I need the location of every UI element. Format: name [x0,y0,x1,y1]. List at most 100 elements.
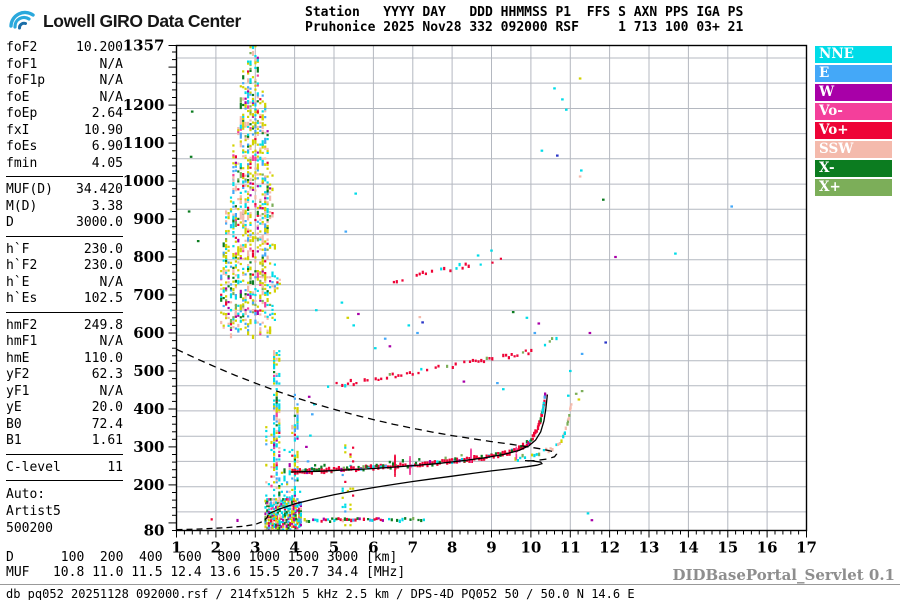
svg-text:12: 12 [599,539,620,557]
param-value: 3000.0 [76,215,123,230]
muf-table-muf-row: MUF 10.8 11.0 11.5 12.4 13.6 15.5 20.7 3… [6,564,406,580]
param-label: foEs [6,139,38,154]
param-row-hmF1: hmF1 N/A [6,334,123,351]
param-value: 10.200 [76,40,123,55]
param-row-B1: B1 1.61 [6,433,123,450]
param-auto-line: Auto: [6,487,46,502]
axis-ticks [168,45,807,538]
svg-text:4: 4 [289,539,299,557]
param-divider [6,311,123,313]
svg-text:7: 7 [408,539,418,557]
legend-item-Vo+: Vo+ [815,122,892,139]
grid [176,45,807,531]
param-value: 110.0 [83,350,123,366]
svg-text:11: 11 [560,539,581,557]
param-label: fmin [6,155,38,171]
param-label: C-level [6,459,61,475]
svg-text:8: 8 [447,539,457,557]
param-label: h`F [6,241,30,257]
param-label: B0 [6,416,22,432]
param-value: 20.0 [91,400,123,415]
svg-text:800: 800 [133,248,164,266]
param-value: N/A [99,89,123,105]
param-divider [6,453,123,455]
param-row-C-level: C-level 11 [6,460,123,477]
param-auto-line: Artist5 [6,504,61,519]
param-label: hmF1 [6,334,38,349]
param-label: foE [6,89,30,105]
legend-item-E: E [815,65,892,82]
param-value: 102.5 [83,291,123,306]
param-value: 230.0 [83,258,123,273]
param-value: 10.90 [83,122,123,138]
param-label: fxI [6,122,30,138]
profile-bottom-dashed [176,513,270,531]
muf3000-transmission-curve [176,348,558,462]
svg-text:500: 500 [133,362,164,380]
param-label: yF1 [6,383,30,399]
svg-text:3: 3 [250,539,260,557]
muf-table: D 100 200 400 600 800 1000 1500 3000 [km… [6,550,406,580]
param-value: 62.3 [91,367,123,382]
param-row-hmE: hmE 110.0 [6,351,123,368]
param-row-hmF2: hmF2 249.8 [6,318,123,335]
true-height-profile [268,459,543,515]
svg-text:10: 10 [520,539,541,557]
param-label: hmE [6,350,30,366]
param-label: D [6,215,14,230]
param-value: 1.61 [91,433,123,448]
param-label: foF2 [6,40,38,55]
param-row-h`F: h`F 230.0 [6,242,123,259]
servlet-version-label: DIDBasePortal_Servlet 0.1 [672,566,895,584]
param-row-M(D): M(D) 3.38 [6,199,123,216]
giro-wave-icon [8,6,38,36]
param-label: foEp [6,106,38,121]
param-divider [6,235,123,237]
legend-item-Vo-: Vo- [815,103,892,120]
param-value: 6.90 [91,139,123,154]
legend-item-W: W [815,84,892,101]
svg-text:300: 300 [133,438,164,456]
param-row-yE: yE 20.0 [6,400,123,417]
param-auto-line: 500200 [6,521,53,536]
svg-text:900: 900 [133,210,164,228]
param-value: 4.05 [91,155,123,171]
footer-divider [0,584,900,585]
svg-text:1200: 1200 [123,96,165,114]
legend-item-SSW: SSW [815,141,892,158]
param-row-foF1p: foF1p N/A [6,73,123,90]
param-value: N/A [99,334,123,349]
svg-text:14: 14 [678,539,699,557]
hF-model-trace [290,394,549,473]
muf-table-d-row: D 100 200 400 600 800 1000 1500 3000 [km… [6,550,398,565]
param-label: h`Es [6,291,38,306]
svg-text:1100: 1100 [123,134,165,152]
param-label: yF2 [6,367,30,382]
param-divider [6,176,123,177]
param-value: 230.0 [83,241,123,257]
param-value: 3.38 [91,198,123,214]
param-row-B0: B0 72.4 [6,417,123,434]
param-label: MUF(D) [6,182,53,197]
station-header-values: Pruhonice 2025 Nov28 332 092000 RSF 1 71… [305,20,744,35]
param-row-foF2: foF2 10.200 [6,40,123,57]
param-label: h`F2 [6,258,38,273]
svg-text:600: 600 [133,324,164,342]
param-value: 2.64 [91,106,123,121]
legend-item-X+: X+ [815,179,892,196]
lowell-giro-logo[interactable]: Lowell GIRO Data Center [8,6,241,36]
param-row-foF1: foF1 N/A [6,57,123,74]
param-row-h`Es: h`Es 102.5 [6,291,123,308]
param-row-foEp: foEp 2.64 [6,106,123,123]
svg-text:15: 15 [717,539,738,557]
param-value: 34.420 [76,182,123,197]
param-value: 11 [107,459,123,475]
svg-text:16: 16 [757,539,778,557]
param-label: foF1 [6,56,38,72]
param-value: N/A [99,383,123,399]
svg-text:80: 80 [144,522,165,540]
svg-text:2: 2 [211,539,221,557]
param-panel: foF2 10.200 foF1 N/A foF1p N/A foE N/A foEp 2.64 f… [6,40,123,537]
svg-text:200: 200 [133,476,164,494]
